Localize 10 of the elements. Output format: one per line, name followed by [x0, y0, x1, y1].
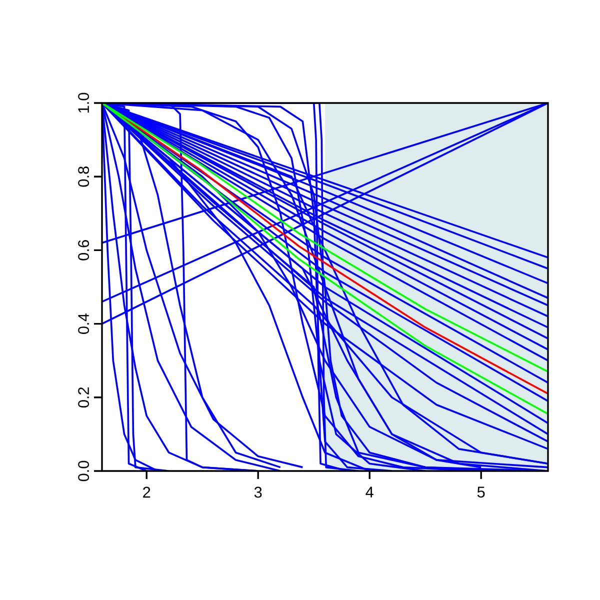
x-tick-label: 2	[143, 486, 150, 498]
y-tick-label: 0.2	[78, 387, 90, 408]
y-tick-label: 0.4	[78, 314, 90, 334]
y-tick-label: 0.0	[78, 460, 90, 482]
y-tick-label: 0.6	[78, 240, 90, 260]
x-tick-label: 4	[366, 486, 374, 498]
x-tick-label: 5	[477, 486, 485, 498]
x-tick-label: 3	[254, 486, 262, 498]
y-tick-label: 0.8	[78, 166, 90, 187]
y-tick-label: 1.0	[78, 92, 90, 113]
